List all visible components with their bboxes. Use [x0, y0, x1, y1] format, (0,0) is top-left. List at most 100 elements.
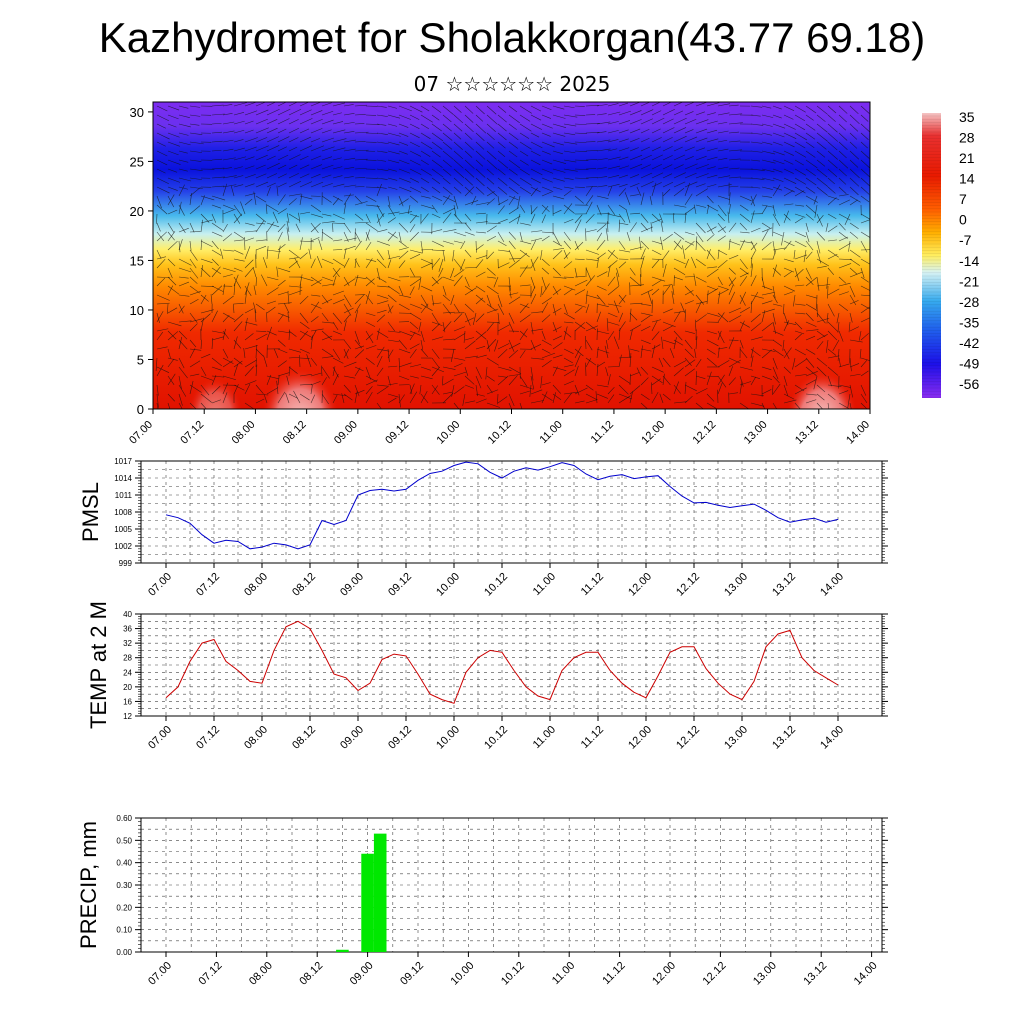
wind-vector	[376, 346, 385, 359]
wind-vector	[574, 387, 588, 395]
wind-vector	[640, 222, 648, 231]
x-tick-label: 08.00	[242, 724, 270, 752]
wind-vector	[464, 123, 474, 133]
wind-vector	[398, 150, 408, 155]
wind-vector	[827, 239, 837, 242]
wind-vector	[365, 241, 372, 251]
wind-vector	[376, 105, 387, 108]
y-tick-label: 1002	[114, 542, 132, 551]
wind-vector	[321, 366, 330, 379]
wind-vector	[508, 123, 517, 130]
wind-vector	[640, 248, 646, 260]
wind-vector	[607, 174, 620, 179]
wind-vector	[783, 141, 795, 148]
wind-vector	[376, 367, 384, 377]
wind-vector	[519, 328, 528, 341]
wind-vector	[651, 102, 662, 107]
wind-vector	[585, 249, 600, 255]
wind-vector	[398, 303, 410, 311]
wind-vector	[211, 266, 221, 278]
x-tick-label: 10.00	[434, 419, 462, 447]
wind-vector	[604, 345, 609, 359]
wind-vector	[178, 222, 186, 233]
wind-vector	[398, 186, 412, 192]
wind-vector	[552, 150, 563, 155]
wind-vector	[453, 123, 463, 132]
x-tick-label: 12.12	[674, 571, 702, 599]
wind-vector	[805, 204, 817, 214]
wind-vector	[244, 317, 248, 332]
wind-vector	[673, 360, 687, 368]
wind-vector	[552, 247, 565, 251]
wind-vector	[354, 195, 363, 204]
wind-vector	[750, 355, 754, 368]
wind-vector	[662, 233, 673, 242]
wind-vector	[750, 168, 765, 171]
wind-vector	[420, 159, 429, 166]
wind-vector	[222, 157, 236, 161]
wind-vector	[651, 288, 660, 296]
wind-vector	[849, 168, 860, 179]
wind-vector	[638, 236, 642, 251]
wind-vector	[398, 132, 409, 137]
wind-vector	[772, 264, 778, 278]
wind-vector	[552, 209, 562, 215]
wind-vector	[486, 267, 496, 276]
wind-vector	[772, 231, 783, 237]
wind-vector	[750, 240, 757, 251]
wind-vector	[233, 239, 244, 242]
wind-vector	[596, 285, 607, 291]
wind-vector	[805, 123, 816, 131]
wind-vector	[442, 229, 457, 233]
wind-vector	[629, 348, 640, 352]
wind-vector	[750, 159, 760, 162]
wind-vector	[860, 402, 868, 409]
wind-vector	[420, 248, 433, 251]
wind-vector	[233, 112, 245, 116]
wind-vector	[343, 247, 347, 260]
wind-vector	[321, 283, 336, 287]
wind-vector	[827, 186, 836, 194]
wind-vector	[596, 139, 611, 143]
wind-vector	[750, 186, 761, 189]
wind-vector	[574, 214, 583, 224]
wind-vector	[277, 208, 287, 215]
x-tick-label: 11.00	[550, 960, 577, 987]
wind-vector	[244, 156, 255, 161]
wind-vector	[695, 258, 706, 267]
wind-vector	[453, 303, 460, 313]
wind-vector	[530, 344, 542, 350]
wind-vector	[640, 312, 653, 316]
wind-vector	[728, 277, 737, 287]
wind-vector	[471, 195, 477, 206]
wind-vector	[673, 311, 685, 314]
wind-vector	[519, 402, 523, 409]
wind-vector	[189, 249, 198, 261]
wind-vector	[530, 114, 542, 121]
wind-vector	[266, 204, 279, 212]
wind-vector	[354, 113, 366, 116]
wind-vector	[475, 331, 487, 341]
wind-vector	[453, 213, 463, 224]
wind-vector	[189, 123, 200, 126]
wind-vector	[387, 375, 391, 386]
wind-vector	[673, 117, 687, 125]
colorbar-label: -21	[959, 273, 979, 289]
wind-vector	[530, 237, 543, 242]
wind-vector	[398, 222, 409, 233]
x-tick-label: 12.12	[674, 724, 702, 752]
wind-vector	[310, 222, 319, 233]
wind-vector	[343, 193, 352, 206]
wind-vector	[464, 355, 479, 359]
wind-vector	[365, 186, 379, 188]
series-line	[165, 620, 839, 704]
wind-vector	[299, 136, 311, 143]
wind-vector	[618, 294, 627, 305]
wind-vector	[266, 145, 280, 152]
wind-vector	[222, 233, 233, 242]
wind-vector	[420, 339, 424, 350]
wind-vector	[529, 384, 532, 397]
wind-vector	[233, 267, 243, 272]
wind-vector	[673, 213, 675, 224]
wind-vector	[332, 175, 343, 179]
